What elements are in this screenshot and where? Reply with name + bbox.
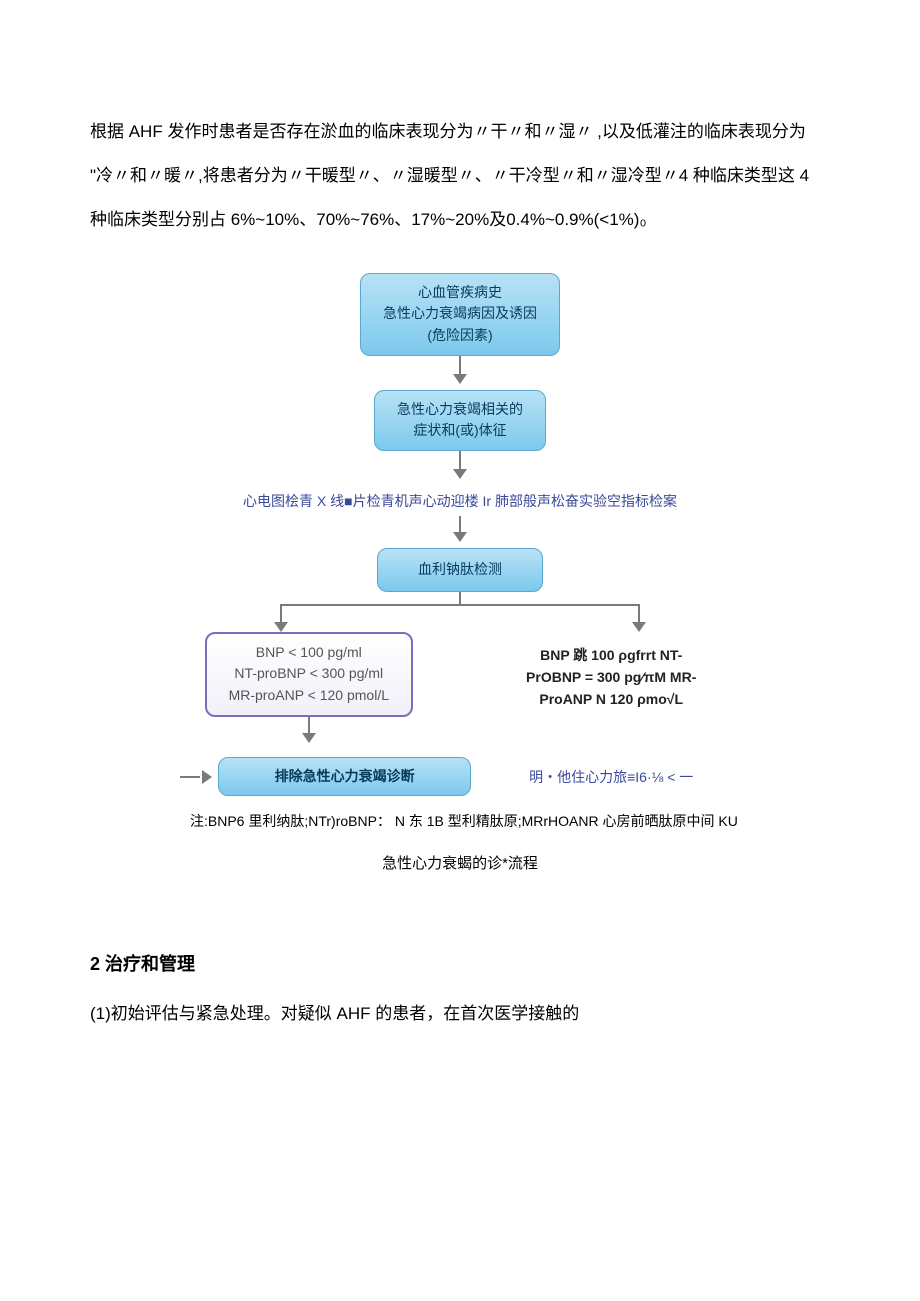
flow-box-history-l2: 急性心力衰竭病因及诱因: [383, 303, 537, 325]
flow-box-bnp-low: BNP < 100 pg/ml NT-proBNP < 300 pg/ml MR…: [205, 632, 413, 717]
flowchart-footnote: 注:BNP6 里利纳肽;NTr)roBNP： N 东 1B 型利精肽原;MRrH…: [190, 810, 810, 834]
flow-branch-right: BNP 跳 100 ρgfrrt NT- PrOBNP = 300 pg∕πM …: [482, 632, 740, 711]
flow-branch-right-l1: BNP 跳 100 ρgfrrt NT-: [526, 644, 696, 666]
flow-arrow-icon: [453, 374, 467, 384]
flow-box-symptoms: 急性心力衰竭相关的 症状和(或)体征: [374, 390, 546, 451]
flow-connector: [459, 356, 461, 374]
section-2-paragraph: (1)初始评估与紧急处理。对疑似 AHF 的患者，在首次医学接触的: [90, 994, 830, 1035]
flow-branch-right-l2: PrOBNP = 300 pg∕πM MR-: [526, 666, 696, 688]
flow-box-bnp-low-l1: BNP < 100 pg/ml: [229, 642, 389, 664]
section-2-heading: 2 治疗和管理: [90, 943, 830, 986]
flow-box-bnp-low-l2: NT-proBNP < 300 pg/ml: [229, 663, 389, 685]
flow-arrow-icon: [632, 622, 646, 632]
flow-box-history-l3: (危险因素): [383, 325, 537, 347]
flow-box-history-l1: 心血管疾病史: [383, 282, 537, 304]
flow-box-symptoms-l1: 急性心力衰竭相关的: [397, 399, 523, 421]
flow-box-exclude-label: 排除急性心力衰竭诊断: [275, 768, 415, 784]
flow-connector: [180, 776, 200, 778]
flow-connector: [308, 717, 310, 733]
flow-arrow-icon: [202, 770, 212, 784]
flow-connector: [459, 451, 461, 469]
flow-arrow-icon: [453, 532, 467, 542]
flow-branch-connector: [280, 604, 640, 624]
flow-box-history: 心血管疾病史 急性心力衰竭病因及诱因 (危险因素): [360, 273, 560, 356]
flow-box-symptoms-l2: 症状和(或)体征: [397, 420, 523, 442]
flow-branch-row: BNP < 100 pg/ml NT-proBNP < 300 pg/ml MR…: [180, 632, 740, 749]
document-page: 根据 AHF 发作时患者是否存在淤血的临床表现分为〃干〃和〃湿〃 ,以及低灌注的…: [0, 0, 920, 1301]
diagnosis-flowchart: 心血管疾病史 急性心力衰竭病因及诱因 (危险因素) 急性心力衰竭相关的 症状和(…: [180, 273, 740, 797]
flow-vline: [638, 604, 640, 624]
flow-connector: [459, 516, 461, 532]
flow-mid-label: 心电图桧青 X 线■片检青机声心动迎楼 Ir 肺部般声松奋实验空指标检案: [243, 491, 677, 512]
flow-arrow-icon: [302, 733, 316, 743]
flow-arrow-icon: [274, 622, 288, 632]
flow-hline: [280, 604, 640, 606]
flow-bottom-right-text: 明・他住心力旅≡I6·⅛ < 一: [482, 767, 740, 787]
flow-branch-right-l3: ProANP N 120 ρmo√L: [526, 688, 696, 710]
flow-bottom-row: 排除急性心力衰竭诊断 明・他住心力旅≡I6·⅛ < 一: [180, 757, 740, 797]
flow-connector: [459, 592, 461, 604]
flow-arrow-icon: [453, 469, 467, 479]
flow-box-bnp-low-l3: MR-proANP < 120 pmol/L: [229, 685, 389, 707]
flow-box-bnp-test: 血利钠肽检测: [377, 548, 543, 592]
flow-box-bnp-test-label: 血利钠肽检测: [418, 559, 502, 581]
flow-branch-right-text: BNP 跳 100 ρgfrrt NT- PrOBNP = 300 pg∕πM …: [526, 632, 696, 711]
flowchart-caption: 急性心力衰蝎的诊*流程: [90, 852, 830, 873]
flow-box-exclude: 排除急性心力衰竭诊断: [218, 757, 471, 797]
flow-vline: [280, 604, 282, 624]
flow-branch-left: BNP < 100 pg/ml NT-proBNP < 300 pg/ml MR…: [180, 632, 438, 749]
paragraph-intro: 根据 AHF 发作时患者是否存在淤血的临床表现分为〃干〃和〃湿〃 ,以及低灌注的…: [90, 110, 830, 243]
flow-bottom-left: 排除急性心力衰竭诊断: [180, 757, 471, 797]
